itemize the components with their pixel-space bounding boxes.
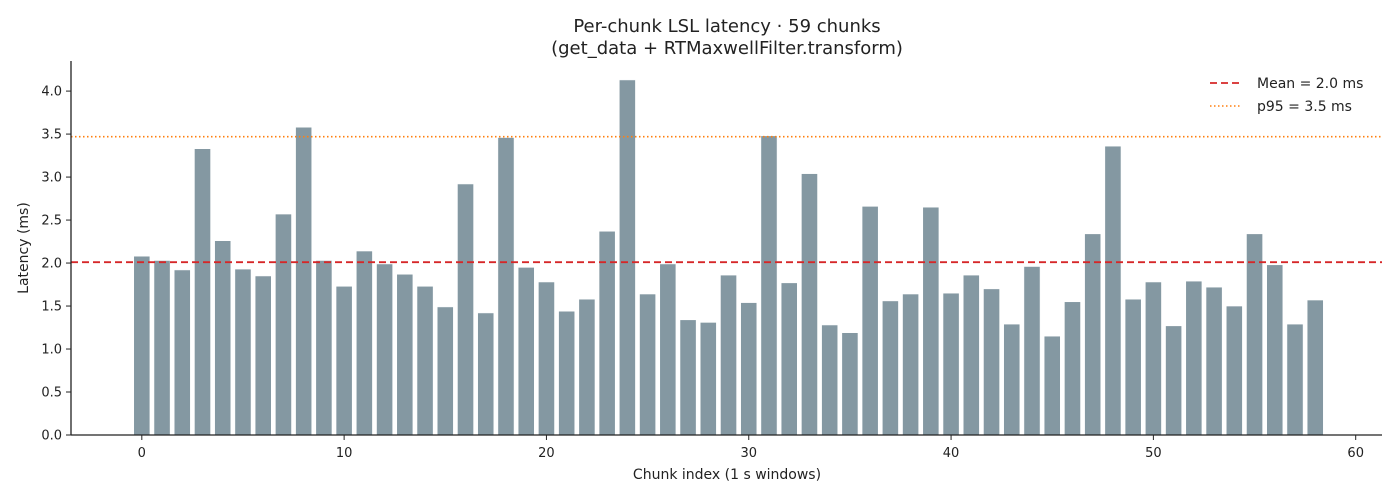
bar-chunk-26 [659,263,677,436]
y-tick-label: 1.0 [41,343,62,358]
chart-title-line2: (get_data + RTMaxwellFilter.transform) [551,38,903,59]
x-tick-label: 50 [1145,446,1162,461]
bars-group [133,79,1324,436]
reference-lines-group [71,135,1382,264]
bar-chunk-37 [881,300,899,436]
bar-chunk-42 [983,288,1000,436]
bar-chunk-22 [578,298,596,436]
ticks-group: 0 10 20 30 40 50 60 0.0 0.5 1.0 1.5 2.0 2.5 3.0 3.5 4.0 [41,85,1364,461]
bar-chunk-20 [538,281,555,436]
bar-chunk-24 [618,79,636,436]
bar-chunk-47 [1084,233,1102,436]
y-tick-label: 3.5 [41,128,62,143]
x-tick-label: 20 [538,446,555,461]
y-tick-label: 3.0 [41,171,62,186]
bar-chunk-19 [517,267,535,436]
y-tick-label: 0.5 [41,386,62,401]
bar-chunk-28 [699,322,717,436]
bar-chunk-27 [679,319,697,436]
bar-chunk-29 [720,274,737,436]
bar-chunk-12 [376,263,393,436]
bar-chunk-40 [942,292,960,436]
bar-chunk-43 [1003,323,1021,436]
bar-chunk-3 [194,148,211,436]
y-tick-label: 4.0 [41,85,62,100]
bar-chunk-25 [639,293,656,436]
bar-chunk-46 [1064,301,1081,436]
bar-chunk-53 [1205,286,1223,436]
bar-chunk-45 [1043,335,1061,436]
bar-chunk-18 [497,137,515,436]
bar-chunk-7 [275,213,292,436]
bar-chunk-0 [133,255,151,436]
bar-chunk-38 [902,293,920,436]
x-tick-label: 0 [138,446,146,461]
bar-chunk-16 [457,183,474,436]
y-tick-label: 2.5 [41,214,62,229]
bar-chunk-50 [1144,281,1162,436]
legend-label-p95: p95 = 3.5 ms [1257,99,1352,115]
bar-chunk-57 [1286,323,1304,436]
bar-chunk-44 [1023,266,1041,436]
bar-chunk-52 [1185,280,1203,436]
bar-chunk-10 [335,285,353,436]
y-tick-label: 1.5 [41,300,62,315]
bar-chunk-6 [254,275,272,436]
bar-chunk-9 [315,260,333,436]
bar-chunk-17 [477,312,495,436]
bar-chunk-31 [760,135,778,436]
x-tick-label: 60 [1347,446,1364,461]
bar-chunk-54 [1225,305,1243,436]
bar-chunk-36 [861,206,879,436]
bar-chunk-15 [436,306,454,436]
bar-chunk-1 [153,260,171,436]
bar-chunk-8 [295,126,313,436]
bar-chunk-41 [962,274,980,436]
axes-group [70,61,1382,436]
bar-chunk-55 [1246,233,1263,436]
bar-chunk-11 [355,250,373,436]
bar-chunk-21 [558,310,576,436]
y-tick-label: 2.0 [41,257,62,272]
bar-chunk-35 [841,332,859,436]
bar-chunk-56 [1266,264,1284,436]
chart-title-line1: Per-chunk LSL latency · 59 chunks [573,16,880,37]
bar-chunk-2 [173,269,191,436]
x-tick-label: 40 [943,446,960,461]
bar-chunk-5 [234,268,252,436]
bar-chunk-39 [922,206,940,436]
x-axis-label: Chunk index (1 s windows) [633,467,821,483]
bar-chunk-34 [821,324,839,436]
legend: Mean = 2.0 ms p95 = 3.5 ms [1210,76,1363,115]
bar-chunk-33 [801,173,818,436]
bar-chunk-32 [780,282,798,436]
bar-chunk-58 [1306,299,1324,436]
bar-chunk-30 [740,302,758,436]
bar-chunk-49 [1124,298,1142,436]
bar-chunk-13 [396,273,414,436]
bar-chunk-14 [416,285,434,436]
legend-label-mean: Mean = 2.0 ms [1257,76,1363,92]
x-tick-label: 10 [336,446,353,461]
bar-chunk-48 [1104,145,1122,436]
bar-chunk-51 [1165,325,1183,436]
y-tick-label: 0.0 [41,429,62,444]
bar-chunk-4 [214,240,232,436]
y-axis-label: Latency (ms) [16,202,32,294]
x-tick-label: 30 [740,446,757,461]
